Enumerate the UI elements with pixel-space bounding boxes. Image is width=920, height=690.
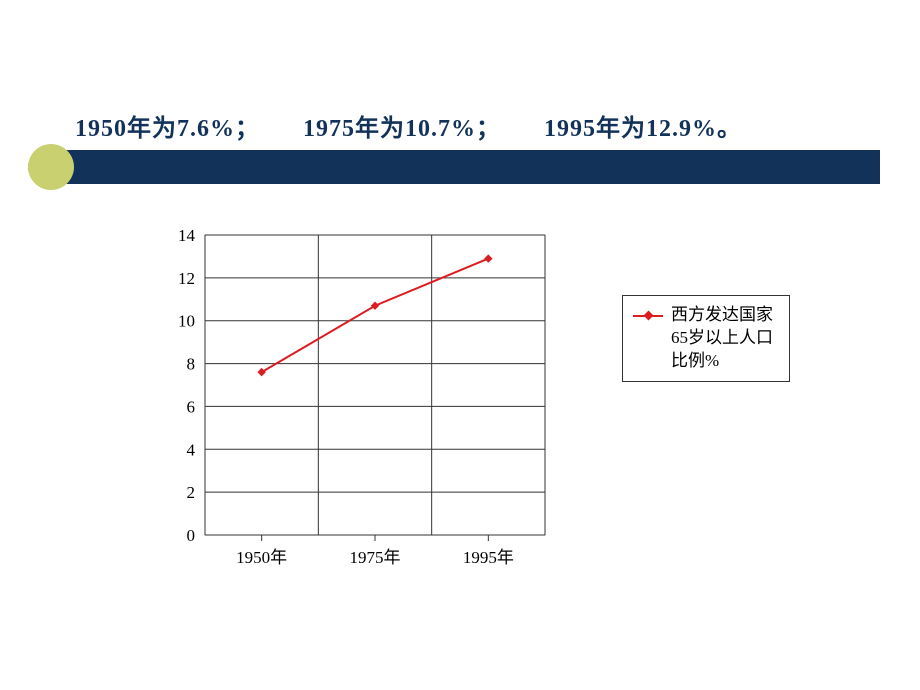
- svg-text:1950年: 1950年: [236, 548, 287, 567]
- chart-container: 0 2 4 6 8 10 12 14 1950年 1975年 1995年 西方发达国家 65岁以上人…: [150, 225, 790, 605]
- legend-label-line1: 西方发达国家: [671, 304, 773, 327]
- legend-swatch: [633, 309, 663, 323]
- title-text: 1950年为7.6%； 1975年为10.7%； 1995年为12.9%。: [75, 108, 895, 143]
- svg-text:6: 6: [187, 397, 196, 416]
- legend-label: 西方发达国家 65岁以上人口 比例%: [671, 304, 773, 373]
- svg-text:1995年: 1995年: [463, 548, 514, 567]
- slide: 1950年为7.6%； 1975年为10.7%； 1995年为12.9%。 0 2…: [0, 0, 920, 690]
- svg-text:2: 2: [187, 483, 196, 502]
- title-bullet: [28, 144, 74, 190]
- legend: 西方发达国家 65岁以上人口 比例%: [622, 295, 790, 382]
- legend-label-line3: 比例%: [671, 350, 773, 373]
- title-seg-2: 1975年为10.7%；: [303, 116, 501, 142]
- title-seg-1: 1950年为7.6%；: [75, 116, 260, 142]
- legend-marker-icon: [644, 311, 654, 321]
- legend-item: 西方发达国家 65岁以上人口 比例%: [633, 304, 779, 373]
- svg-text:10: 10: [178, 312, 195, 331]
- svg-text:12: 12: [178, 269, 195, 288]
- svg-text:4: 4: [187, 440, 196, 459]
- line-chart: 0 2 4 6 8 10 12 14 1950年 1975年 1995年: [150, 225, 790, 605]
- title-seg-3: 1995年为12.9%。: [544, 116, 742, 142]
- svg-text:1975年: 1975年: [350, 548, 401, 567]
- svg-text:8: 8: [187, 355, 196, 374]
- title-band: [28, 150, 880, 184]
- legend-label-line2: 65岁以上人口: [671, 327, 773, 350]
- svg-text:14: 14: [178, 226, 196, 245]
- svg-text:0: 0: [187, 526, 196, 545]
